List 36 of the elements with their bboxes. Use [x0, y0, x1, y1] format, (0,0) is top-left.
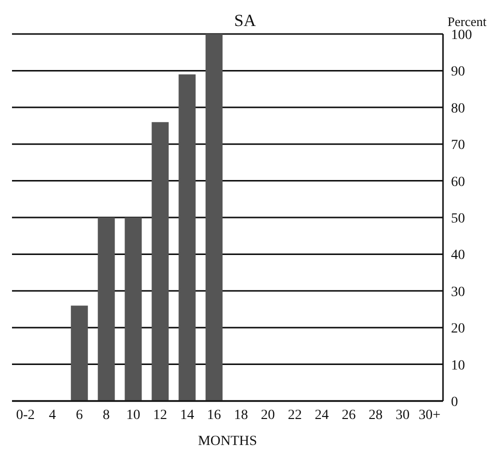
bar	[70, 306, 88, 401]
bar	[124, 218, 142, 401]
y-tick-label: 10	[451, 358, 465, 374]
y-tick-label: 50	[451, 211, 465, 226]
x-tick-label: 14	[180, 408, 194, 423]
x-tick-label: 16	[207, 408, 222, 423]
bar	[178, 74, 196, 401]
x-tick-label: 12	[153, 408, 168, 423]
chart-title: SA	[234, 11, 257, 30]
x-tick-label: 24	[314, 408, 329, 423]
x-tick-label: 22	[288, 408, 302, 423]
x-axis-title: MONTHS	[198, 434, 258, 449]
y-tick-label: 90	[451, 64, 465, 80]
y-tick-label: 80	[451, 101, 465, 116]
x-tick-label: 18	[234, 408, 248, 423]
y-tick-label: 70	[451, 138, 465, 154]
x-tick-label: 30	[396, 408, 410, 423]
x-tick-label: 26	[342, 408, 356, 423]
x-tick-label: 30+	[418, 408, 441, 423]
x-tick-label: 6	[76, 408, 83, 423]
y-tick-label: 20	[451, 322, 465, 337]
y-tick-label: 100	[451, 28, 472, 43]
x-tick-label: 4	[48, 408, 56, 423]
bar	[206, 34, 223, 401]
y-tick-label: 30	[451, 284, 465, 300]
bar	[98, 218, 115, 401]
x-tick-label: 28	[368, 408, 383, 423]
x-tick-label: 8	[102, 408, 110, 423]
x-tick-label: 0-2	[16, 408, 35, 423]
x-tick-label: 10	[126, 408, 140, 423]
y-axis-title: Percent	[448, 14, 487, 29]
y-tick-label: 0	[451, 394, 458, 410]
bar	[152, 122, 169, 401]
y-tick-label: 40	[451, 248, 465, 264]
x-tick-label: 20	[260, 408, 275, 423]
y-tick-label: 60	[451, 174, 465, 190]
